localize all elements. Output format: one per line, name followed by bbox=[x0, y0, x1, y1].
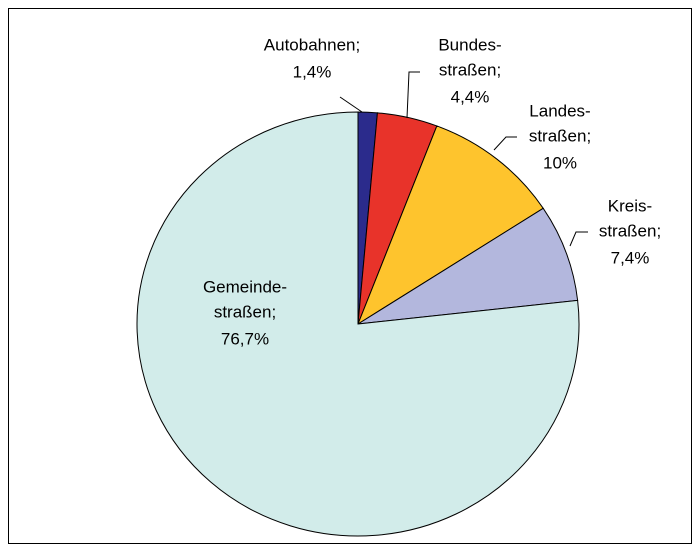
pie-slice bbox=[357, 207, 579, 325]
slice-label: Autobahnen; bbox=[264, 35, 360, 54]
value-label: 10% bbox=[543, 153, 577, 172]
leader-line bbox=[569, 231, 588, 247]
pie-slice bbox=[136, 111, 580, 537]
leader-line bbox=[406, 71, 420, 119]
slice-label: straßen; bbox=[214, 302, 276, 321]
slice-label: straßen; bbox=[439, 60, 501, 79]
value-label: 4,4% bbox=[451, 87, 490, 106]
slice-label: Landes- bbox=[529, 101, 590, 120]
value-label: 7,4% bbox=[611, 248, 650, 267]
value-label: 1,4% bbox=[293, 62, 332, 81]
leader-line bbox=[339, 96, 363, 113]
leader-line bbox=[493, 136, 517, 151]
value-label: 76,7% bbox=[221, 329, 269, 348]
pie-slice bbox=[356, 125, 544, 326]
slice-label: Gemeinde- bbox=[203, 277, 287, 296]
slice-label: straßen; bbox=[529, 126, 591, 145]
slice-label: straßen; bbox=[599, 221, 661, 240]
slice-label: Bundes- bbox=[438, 35, 501, 54]
slice-label: Kreis- bbox=[608, 196, 652, 215]
